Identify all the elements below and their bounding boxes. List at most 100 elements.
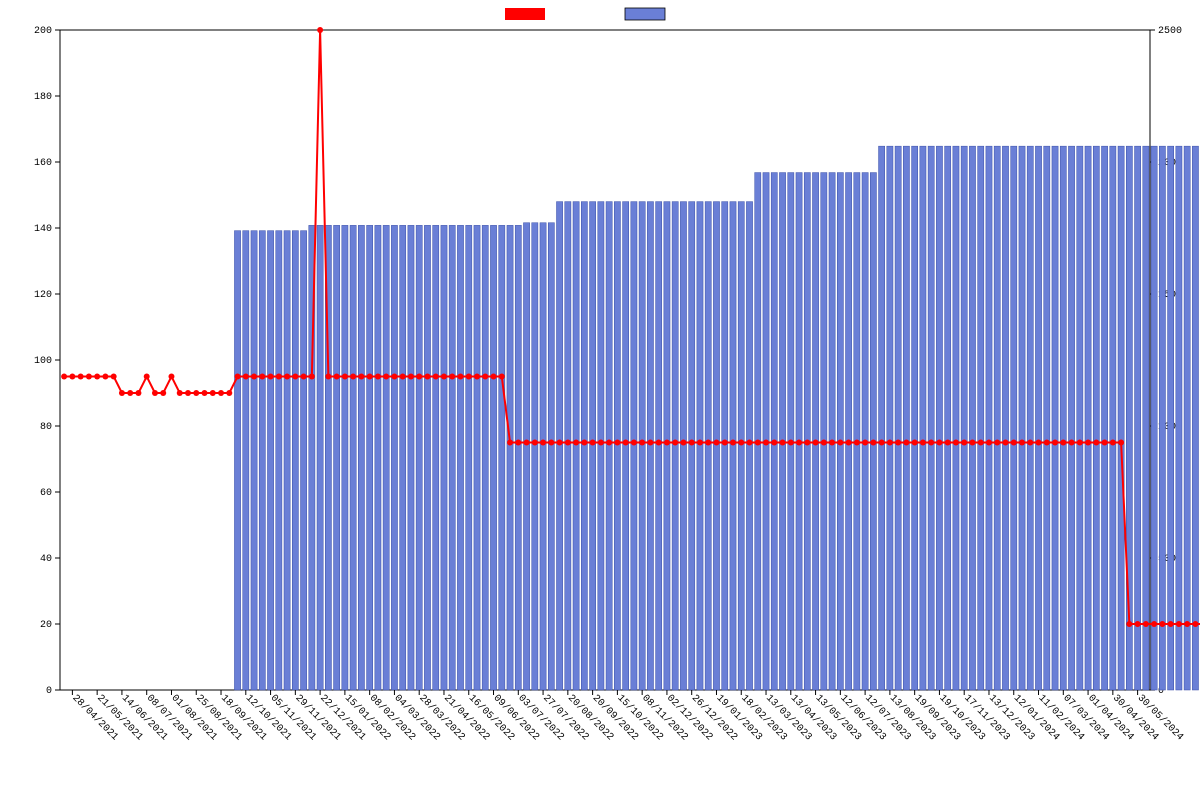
line-marker bbox=[1110, 440, 1116, 446]
line-marker bbox=[226, 390, 232, 396]
line-marker bbox=[573, 440, 579, 446]
line-marker bbox=[268, 374, 274, 380]
line-marker bbox=[1192, 621, 1198, 627]
bar bbox=[276, 231, 282, 690]
bar bbox=[763, 173, 769, 690]
line-marker bbox=[590, 440, 596, 446]
line-marker bbox=[1135, 621, 1141, 627]
line-marker bbox=[1168, 621, 1174, 627]
bar bbox=[523, 223, 529, 690]
line-marker bbox=[177, 390, 183, 396]
bar bbox=[234, 231, 240, 690]
bar bbox=[978, 146, 984, 690]
bar bbox=[945, 146, 951, 690]
bar bbox=[846, 173, 852, 690]
bar bbox=[474, 225, 480, 690]
line-marker bbox=[135, 390, 141, 396]
line-marker bbox=[755, 440, 761, 446]
line-marker bbox=[383, 374, 389, 380]
bar bbox=[598, 202, 604, 690]
bar bbox=[1168, 146, 1174, 690]
bar bbox=[746, 202, 752, 690]
bar bbox=[788, 173, 794, 690]
bar bbox=[466, 225, 472, 690]
bar-series bbox=[234, 146, 1200, 690]
line-marker bbox=[548, 440, 554, 446]
bar bbox=[565, 202, 571, 690]
bar bbox=[1192, 146, 1198, 690]
line-marker bbox=[953, 440, 959, 446]
legend bbox=[505, 8, 665, 20]
bar bbox=[590, 202, 596, 690]
line-marker bbox=[920, 440, 926, 446]
line-marker bbox=[78, 374, 84, 380]
line-marker bbox=[1126, 621, 1132, 627]
bar bbox=[639, 202, 645, 690]
line-marker bbox=[202, 390, 208, 396]
line-marker bbox=[961, 440, 967, 446]
bar bbox=[284, 231, 290, 690]
line-marker bbox=[507, 440, 513, 446]
bar bbox=[1118, 146, 1124, 690]
line-marker bbox=[796, 440, 802, 446]
bar bbox=[1027, 146, 1033, 690]
line-marker bbox=[656, 440, 662, 446]
line-marker bbox=[540, 440, 546, 446]
bar bbox=[441, 225, 447, 690]
line-marker bbox=[557, 440, 563, 446]
bar bbox=[697, 202, 703, 690]
bar bbox=[317, 225, 323, 690]
line-marker bbox=[788, 440, 794, 446]
line-marker bbox=[61, 374, 67, 380]
bar bbox=[449, 225, 455, 690]
line-marker bbox=[408, 374, 414, 380]
bar bbox=[887, 146, 893, 690]
bar bbox=[738, 202, 744, 690]
bar bbox=[1184, 146, 1190, 690]
line-marker bbox=[1093, 440, 1099, 446]
y-left-tick-label: 200 bbox=[34, 26, 52, 37]
line-marker bbox=[895, 440, 901, 446]
bar bbox=[623, 202, 629, 690]
line-marker bbox=[334, 374, 340, 380]
line-marker bbox=[614, 440, 620, 446]
y-left-tick-label: 180 bbox=[34, 92, 52, 103]
line-marker bbox=[978, 440, 984, 446]
line-marker bbox=[598, 440, 604, 446]
line-marker bbox=[325, 374, 331, 380]
y-left-tick-label: 60 bbox=[40, 488, 52, 499]
line-marker bbox=[375, 374, 381, 380]
line-marker bbox=[664, 440, 670, 446]
bar bbox=[755, 173, 761, 690]
y-right-tick-label: 2500 bbox=[1158, 26, 1182, 37]
line-marker bbox=[152, 390, 158, 396]
y-left-tick-label: 80 bbox=[40, 422, 52, 433]
bar bbox=[672, 202, 678, 690]
bar bbox=[722, 202, 728, 690]
line-marker bbox=[804, 440, 810, 446]
bar bbox=[870, 173, 876, 690]
bar bbox=[680, 202, 686, 690]
line-marker bbox=[1085, 440, 1091, 446]
line-marker bbox=[317, 27, 323, 33]
bar bbox=[903, 146, 909, 690]
bar bbox=[375, 225, 381, 690]
bar bbox=[705, 202, 711, 690]
bar bbox=[804, 173, 810, 690]
line-marker bbox=[466, 374, 472, 380]
line-marker bbox=[102, 374, 108, 380]
line-marker bbox=[358, 374, 364, 380]
bar bbox=[358, 225, 364, 690]
bar bbox=[631, 202, 637, 690]
y-left-tick-label: 100 bbox=[34, 356, 52, 367]
line-marker bbox=[499, 374, 505, 380]
line-marker bbox=[168, 374, 174, 380]
line-marker bbox=[672, 440, 678, 446]
line-marker bbox=[606, 440, 612, 446]
bar bbox=[961, 146, 967, 690]
bar bbox=[292, 231, 298, 690]
line-marker bbox=[1069, 440, 1075, 446]
line-marker bbox=[1176, 621, 1182, 627]
line-marker bbox=[639, 440, 645, 446]
bar bbox=[556, 202, 562, 690]
